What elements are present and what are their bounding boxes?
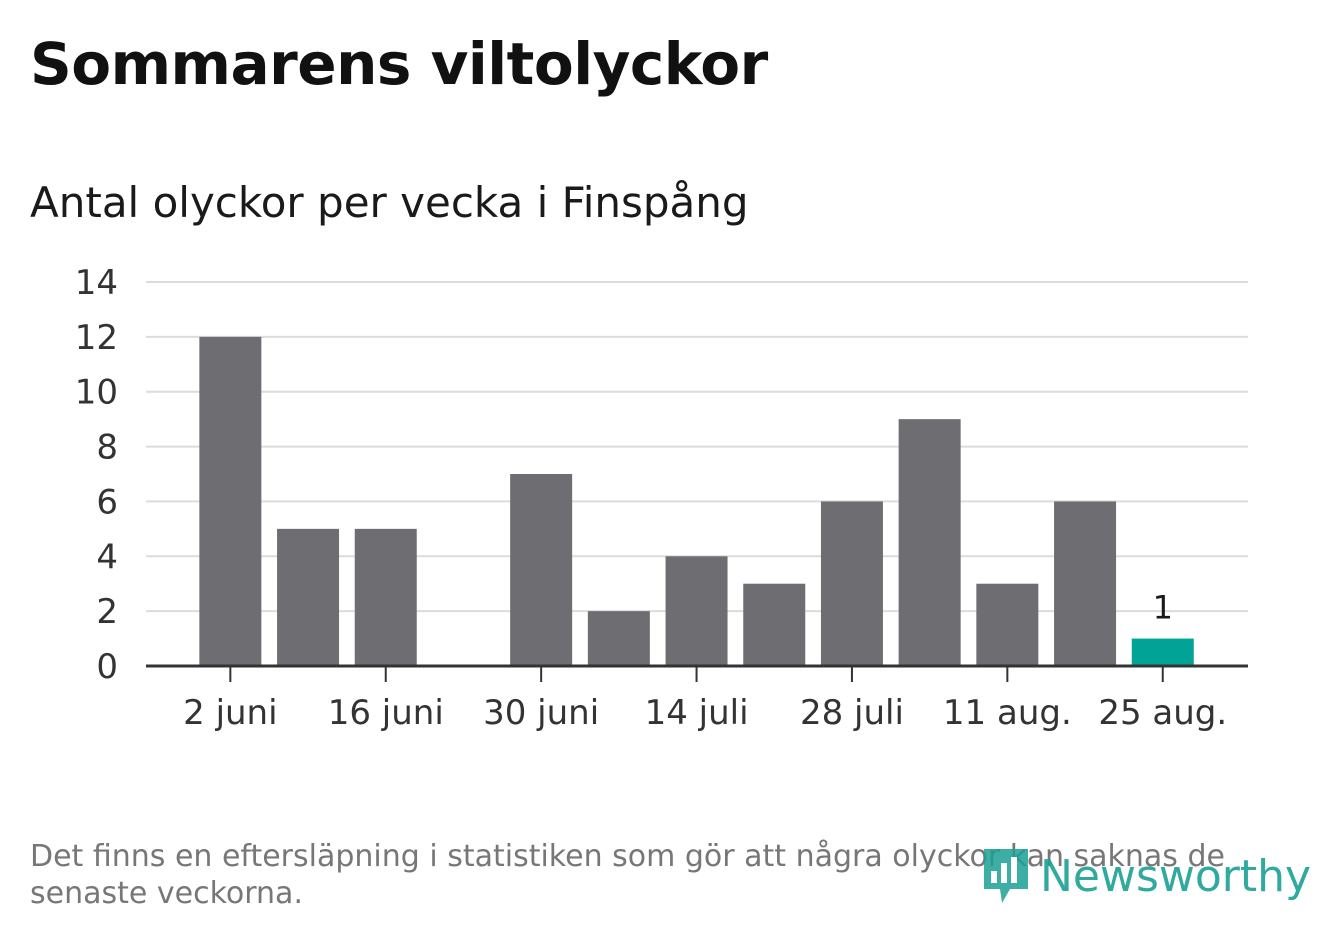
y-tick-label: 2 bbox=[96, 592, 118, 632]
bar bbox=[976, 583, 1039, 666]
y-tick-label: 14 bbox=[75, 263, 118, 303]
bar bbox=[510, 474, 573, 666]
bar bbox=[665, 556, 728, 666]
data-label: 1 bbox=[1153, 589, 1173, 627]
x-tick-label: 14 juli bbox=[645, 693, 749, 733]
y-tick-label: 4 bbox=[96, 537, 118, 577]
bar bbox=[277, 528, 340, 666]
bar bbox=[1054, 501, 1117, 666]
x-tick-label: 28 juli bbox=[800, 693, 904, 733]
bar bbox=[743, 583, 806, 666]
bars bbox=[199, 336, 1194, 666]
bar bbox=[199, 336, 262, 666]
x-tick-label: 2 juni bbox=[183, 693, 277, 733]
x-tick-label: 30 juni bbox=[483, 693, 599, 733]
chart-subtitle: Antal olyckor per vecka i Finspång bbox=[30, 178, 749, 227]
chart-title: Sommarens viltolyckor bbox=[30, 30, 768, 98]
newsworthy-logo: Newsworthy bbox=[980, 845, 1311, 907]
bar bbox=[820, 501, 883, 666]
x-tick-label: 11 aug. bbox=[943, 693, 1072, 733]
data-labels: 1 bbox=[1153, 589, 1173, 627]
x-tick-label: 25 aug. bbox=[1098, 693, 1227, 733]
x-axis-ticks: 2 juni 16 juni 30 juni 14 juli 28 juli 11 aug… bbox=[183, 666, 1227, 733]
y-tick-label: 0 bbox=[96, 647, 118, 687]
y-tick-label: 10 bbox=[75, 373, 118, 413]
y-tick-label: 6 bbox=[96, 482, 118, 522]
x-tick-label: 16 juni bbox=[328, 693, 444, 733]
bar bbox=[898, 419, 961, 666]
bar bbox=[1131, 638, 1194, 666]
bar bbox=[587, 611, 650, 666]
y-tick-label: 8 bbox=[96, 428, 118, 468]
y-axis-ticks: 0 2 4 6 8 10 12 14 bbox=[75, 263, 118, 687]
chart-logo-icon bbox=[984, 849, 1028, 903]
logo-text: Newsworthy bbox=[1040, 850, 1312, 902]
bar bbox=[354, 528, 417, 666]
y-tick-label: 12 bbox=[75, 318, 118, 358]
